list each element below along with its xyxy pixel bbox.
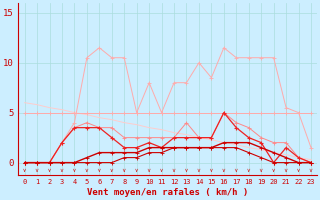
X-axis label: Vent moyen/en rafales ( km/h ): Vent moyen/en rafales ( km/h ) [87,188,248,197]
